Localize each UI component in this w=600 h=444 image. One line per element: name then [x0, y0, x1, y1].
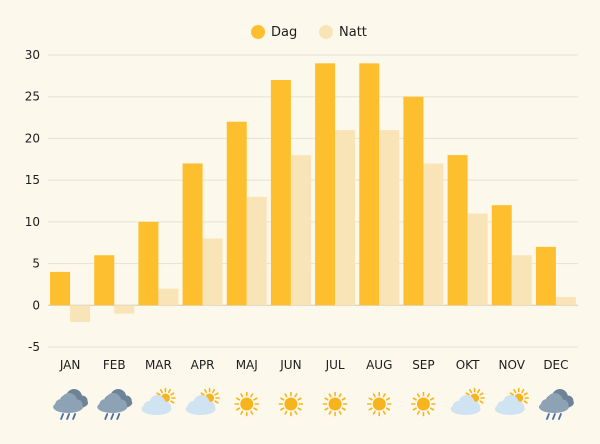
rain-cloud-icon [97, 389, 133, 420]
y-tick-label: 30 [25, 48, 40, 62]
weather-icons [53, 387, 574, 420]
bar-natt-jan [70, 305, 91, 322]
sun-icon [322, 391, 348, 417]
y-tick-labels: -5 0 5 10 15 20 25 30 [25, 48, 40, 354]
x-tick-label: FEB [103, 358, 126, 372]
x-tick-label: JUN [279, 358, 301, 372]
bar-dag-apr [182, 163, 203, 306]
bar-natt-sep [423, 163, 444, 306]
partly-cloudy-icon [494, 387, 530, 415]
bar-dag-aug [359, 63, 380, 306]
sun-icon [411, 391, 436, 417]
sun-icon [366, 391, 392, 417]
partly-cloudy-icon [450, 387, 485, 415]
bar-dag-jun [270, 80, 291, 306]
bars-layer [50, 63, 576, 322]
bar-dag-sep [403, 96, 424, 306]
bar-natt-apr [202, 238, 223, 306]
bar-natt-jul [335, 130, 356, 306]
x-tick-label: AUG [366, 358, 392, 372]
y-tick-label: 20 [25, 131, 40, 145]
bar-natt-feb [114, 305, 135, 314]
bar-dag-jul [315, 63, 336, 306]
y-tick-label: -5 [28, 340, 40, 354]
x-tick-label: JAN [59, 358, 81, 372]
bar-natt-maj [246, 196, 267, 306]
y-tick-label: 10 [25, 215, 40, 229]
y-tick-label: 25 [25, 90, 40, 104]
partly-cloudy-icon [185, 387, 220, 415]
grid-layer [48, 54, 578, 348]
bar-dag-maj [226, 121, 247, 306]
x-tick-label: SEP [412, 358, 434, 372]
sun-icon [278, 391, 304, 417]
bar-dag-jan [50, 271, 71, 306]
y-tick-label: 0 [32, 298, 40, 312]
bar-natt-okt [467, 213, 488, 306]
sun-icon [234, 391, 260, 417]
y-tick-label: 15 [25, 173, 40, 187]
x-tick-label: MAR [145, 358, 172, 372]
x-tick-label: JUL [325, 358, 345, 372]
x-tick-label: MAJ [236, 358, 258, 372]
rain-cloud-icon [538, 389, 574, 420]
x-tick-label: DEC [543, 358, 568, 372]
bar-dag-nov [491, 205, 512, 306]
x-tick-labels: JAN FEB MAR APR MAJ JUN JUL AUG SEP OKT NOV DEC [59, 358, 569, 372]
partly-cloudy-icon [141, 387, 176, 415]
bar-natt-jun [290, 155, 311, 306]
bar-dag-mar [138, 221, 159, 306]
bar-natt-aug [379, 130, 400, 306]
bar-natt-dec [555, 296, 576, 306]
legend: Dag Natt [251, 25, 367, 40]
legend-swatch-dag [251, 25, 265, 39]
x-tick-label: APR [191, 358, 215, 372]
x-tick-label: OKT [456, 358, 480, 372]
y-tick-label: 5 [32, 257, 40, 271]
legend-label-natt: Natt [339, 25, 367, 40]
x-tick-label: NOV [499, 358, 526, 372]
legend-label-dag: Dag [271, 25, 297, 40]
bar-dag-dec [535, 246, 556, 306]
bar-dag-okt [447, 155, 468, 306]
bar-natt-mar [158, 288, 179, 306]
bar-dag-feb [94, 255, 115, 306]
rain-cloud-icon [53, 389, 89, 420]
legend-swatch-natt [319, 25, 333, 39]
bar-natt-nov [511, 255, 532, 306]
